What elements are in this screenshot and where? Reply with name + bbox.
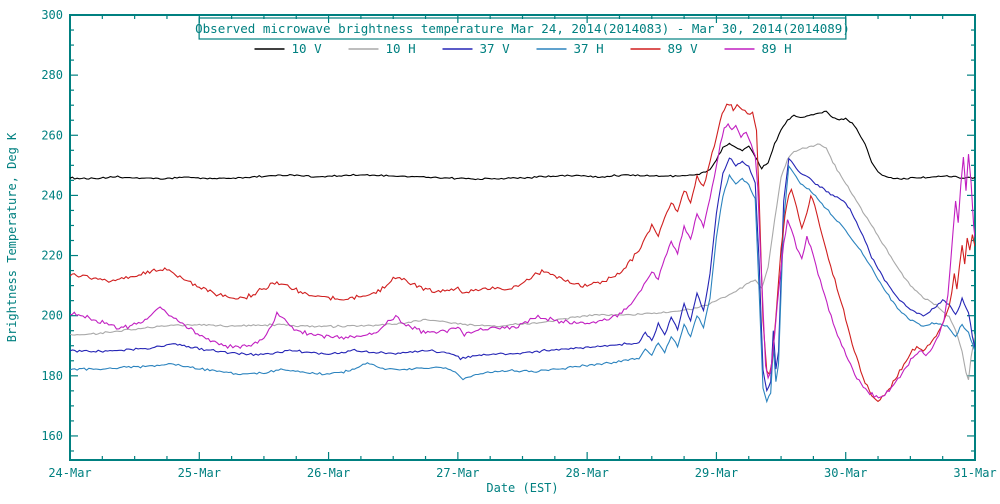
y-tick-label: 300 [41, 8, 63, 22]
y-tick-label: 160 [41, 429, 63, 443]
y-tick-label: 240 [41, 188, 63, 202]
x-tick-label: 25-Mar [178, 466, 221, 480]
legend-label-37-h: 37 H [574, 41, 604, 56]
y-tick-label: 280 [41, 68, 63, 82]
x-tick-label: 28-Mar [565, 466, 608, 480]
x-tick-label: 24-Mar [48, 466, 91, 480]
legend: 10 V 10 H 37 V 37 H 89 V 89 H [254, 41, 792, 56]
chart-title: Observed microwave brightness temperatur… [195, 21, 850, 36]
legend-label-89-v: 89 V [668, 41, 699, 56]
legend-label-10-v: 10 V [292, 41, 323, 56]
series-lines [70, 103, 975, 404]
x-tick-label: 30-Mar [824, 466, 867, 480]
legend-label-10-h: 10 H [386, 41, 416, 56]
series-line-89-h [70, 122, 975, 399]
y-tick-label: 200 [41, 309, 63, 323]
chart-title-box [198, 17, 847, 40]
x-axis-title: Date (EST) [486, 481, 558, 495]
x-tick-label: 31-Mar [953, 466, 996, 480]
x-tick-label: 27-Mar [436, 466, 479, 480]
series-line-37-h [70, 164, 975, 404]
series-line-89-v [70, 103, 975, 403]
y-tick-label: 220 [41, 249, 63, 263]
axis-labels: 160 180 200 220 240 260 280 300 24-Mar 25-Mar 26-M… [5, 8, 997, 495]
legend-label-37-v: 37 V [480, 41, 511, 56]
legend-label-89-h: 89 H [762, 41, 792, 56]
y-tick-label: 180 [41, 369, 63, 383]
x-tick-label: 26-Mar [307, 466, 350, 480]
y-tick-label: 260 [41, 128, 63, 142]
y-axis-title: Brightness Temperature, Deg K [5, 132, 19, 342]
series-line-37-v [70, 157, 975, 393]
series-line-10-v [70, 110, 975, 181]
x-tick-label: 29-Mar [695, 466, 738, 480]
series-line-10-h [70, 143, 975, 380]
